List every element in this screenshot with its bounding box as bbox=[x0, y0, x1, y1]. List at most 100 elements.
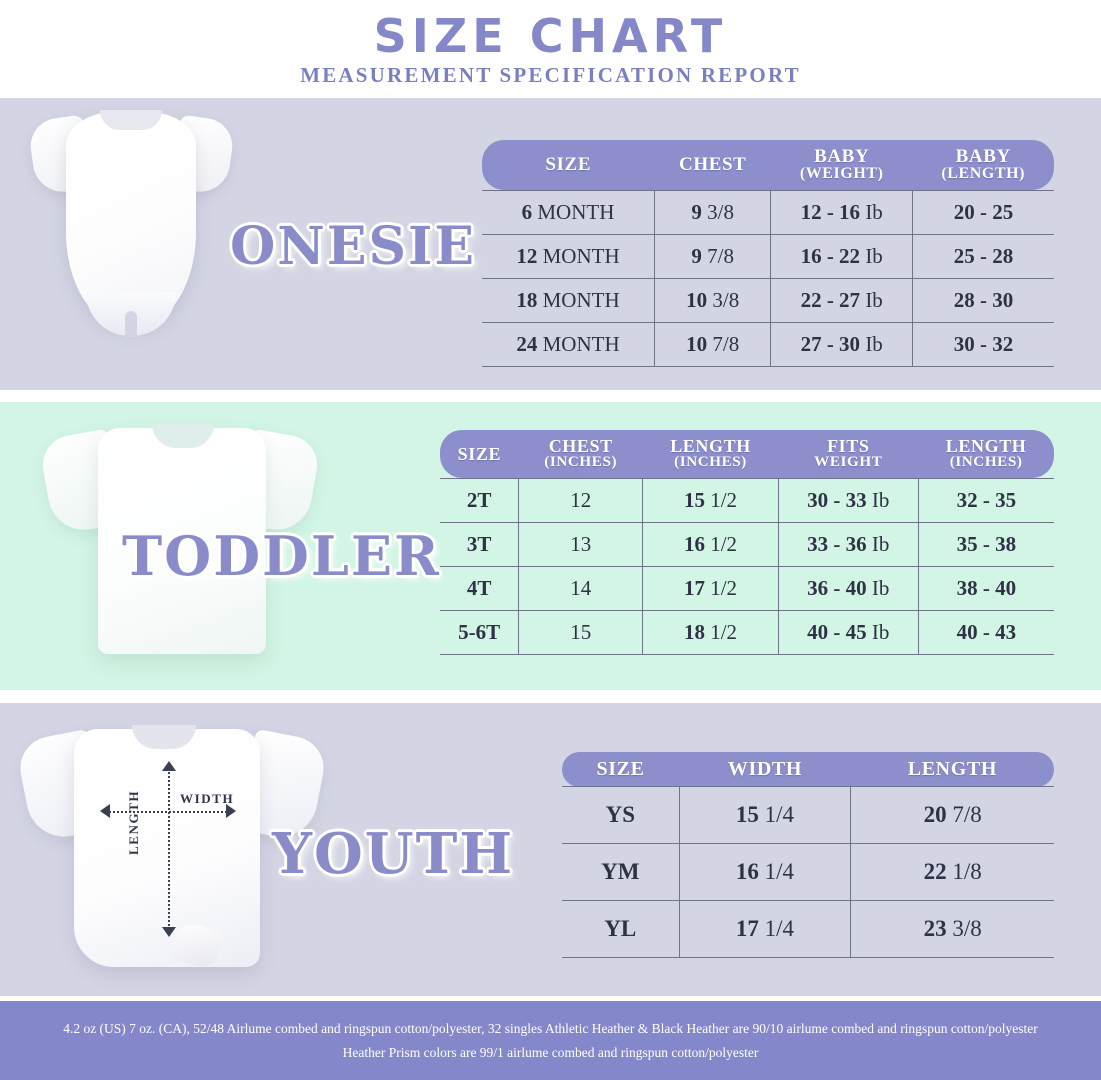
cell-onesie-2-2: 22 - 27 Ib bbox=[770, 277, 913, 323]
cell-unit: Ib bbox=[860, 331, 883, 356]
table-row: 2T 12 15 1/2 30 - 33 Ib 32 - 35 bbox=[440, 477, 1054, 523]
cell-value: 20 - 25 bbox=[953, 199, 1014, 224]
cell-onesie-2-3: 28 - 30 bbox=[912, 277, 1054, 323]
cell-unit: 3/8 bbox=[707, 287, 740, 312]
cell-value: 3T bbox=[466, 531, 492, 556]
measure-label-width: WIDTH bbox=[180, 791, 235, 806]
table-row: 12 MONTH 9 7/8 16 - 22 Ib 25 - 28 bbox=[482, 233, 1054, 279]
cell-value: 32 - 35 bbox=[956, 487, 1017, 512]
table-toddler: SIZE CHEST (INCHES) LENGTH (INCHES) FITS WEIGH… bbox=[440, 430, 1054, 655]
cell-toddler-3-4: 40 - 43 bbox=[918, 609, 1054, 655]
cell-unit: 1/2 bbox=[704, 531, 738, 556]
column-header-toddler-1: CHEST (INCHES) bbox=[518, 430, 643, 479]
baby-onesie-icon bbox=[24, 106, 239, 374]
cell-unit: 7/8 bbox=[946, 802, 982, 828]
youth-header-row: SIZE WIDTH LENGTH bbox=[562, 752, 1054, 787]
toddler-size-table: SIZE CHEST (INCHES) LENGTH (INCHES) FITS WEIGH… bbox=[440, 430, 1054, 655]
youth-tshirt-icon: WIDTH LENGTH bbox=[14, 707, 330, 993]
cell-unit: 1/4 bbox=[758, 802, 794, 828]
cell-unit: MONTH bbox=[537, 331, 620, 356]
arrow-up-icon bbox=[162, 761, 176, 771]
column-header-sub: (WEIGHT) bbox=[799, 165, 884, 183]
cell-toddler-1-3: 33 - 36 Ib bbox=[778, 521, 919, 567]
cell-youth-1-1: 16 1/4 bbox=[679, 843, 852, 901]
table-row: YM 16 1/4 22 1/8 bbox=[562, 843, 1054, 901]
cell-unit: 1/2 bbox=[704, 619, 738, 644]
cell-value: 40 - 45 bbox=[807, 619, 867, 644]
cell-toddler-0-1: 12 bbox=[518, 477, 644, 523]
footer-text: 4.2 oz (US) 7 oz. (CA), 52/48 Airlume co… bbox=[63, 1020, 1038, 1060]
cell-unit: 15 bbox=[570, 619, 592, 644]
toddler-body bbox=[98, 428, 266, 654]
cell-value: 12 - 16 bbox=[800, 199, 861, 224]
section-label-toddler: TODDLER bbox=[122, 524, 441, 588]
table-row: YS 15 1/4 20 7/8 bbox=[562, 786, 1054, 844]
cell-value: 23 bbox=[923, 916, 947, 942]
cell-value: 10 bbox=[686, 287, 708, 312]
column-header-youth-2: LENGTH bbox=[850, 752, 1054, 787]
cell-unit: 7/8 bbox=[707, 331, 740, 356]
toddler-table-head: SIZE CHEST (INCHES) LENGTH (INCHES) FITS WEIGH… bbox=[440, 430, 1054, 479]
cell-toddler-2-2: 17 1/2 bbox=[642, 565, 779, 611]
cell-youth-1-2: 22 1/8 bbox=[850, 843, 1054, 901]
cell-value: 17 bbox=[735, 916, 759, 942]
youth-size-table: SIZE WIDTH LENGTH YS 15 1/4 20 7/8 YM 16 1/4 22… bbox=[562, 752, 1054, 959]
cell-value: 15 bbox=[735, 802, 759, 828]
cell-unit: 1/8 bbox=[946, 859, 982, 885]
column-header-toddler-0: SIZE bbox=[440, 430, 519, 479]
column-header-sub: WEIGHT bbox=[814, 454, 883, 471]
toddler-header-row: SIZE CHEST (INCHES) LENGTH (INCHES) FITS WEIGH… bbox=[440, 430, 1054, 479]
cell-unit: 3/8 bbox=[946, 916, 982, 942]
cell-toddler-1-2: 16 1/2 bbox=[642, 521, 779, 567]
cell-value: 36 - 40 bbox=[807, 575, 867, 600]
cell-unit: 1/2 bbox=[704, 575, 738, 600]
cell-value: 12 bbox=[516, 243, 538, 268]
onesie-leg-gap bbox=[125, 311, 137, 337]
measure-label-length: LENGTH bbox=[126, 789, 141, 855]
cell-value: 30 - 33 bbox=[807, 487, 867, 512]
cell-unit: MONTH bbox=[537, 287, 620, 312]
cell-toddler-3-2: 18 1/2 bbox=[642, 609, 779, 655]
cell-unit: Ib bbox=[860, 287, 883, 312]
cell-value: 17 bbox=[683, 575, 705, 600]
column-header-sub: (INCHES) bbox=[544, 454, 618, 471]
cell-value: 16 - 22 bbox=[800, 243, 861, 268]
cell-unit: Ib bbox=[866, 575, 890, 600]
cell-value: 22 - 27 bbox=[800, 287, 861, 312]
cell-value: 9 bbox=[691, 199, 702, 224]
toddler-tshirt-icon bbox=[38, 410, 322, 678]
cell-toddler-1-4: 35 - 38 bbox=[918, 521, 1054, 567]
toddler-table-body: 2T 12 15 1/2 30 - 33 Ib 32 - 35 3T 13 16 1/2 33 … bbox=[440, 477, 1054, 655]
cell-value: 10 bbox=[686, 331, 708, 356]
cell-unit: 1/2 bbox=[704, 487, 738, 512]
cell-value: YM bbox=[601, 859, 640, 885]
cell-value: 15 bbox=[683, 487, 705, 512]
youth-table-body: YS 15 1/4 20 7/8 YM 16 1/4 22 1/8 YL 17 1/4 23 3… bbox=[562, 786, 1054, 959]
cell-onesie-1-3: 25 - 28 bbox=[912, 233, 1054, 279]
table-row: 6 MONTH 9 3/8 12 - 16 Ib 20 - 25 bbox=[482, 189, 1054, 235]
cell-unit: 1/4 bbox=[758, 859, 794, 885]
arrow-left-icon bbox=[100, 804, 110, 818]
column-header-youth-1: WIDTH bbox=[679, 752, 851, 787]
column-header-onesie-0: SIZE bbox=[482, 140, 655, 191]
cell-onesie-2-0: 18 MONTH bbox=[482, 277, 655, 323]
onesie-size-table: SIZE CHEST BABY (WEIGHT) BABY (LENGTH) 6 MONT… bbox=[482, 140, 1054, 367]
cell-toddler-2-3: 36 - 40 Ib bbox=[778, 565, 919, 611]
cell-toddler-2-0: 4T bbox=[440, 565, 520, 611]
column-header-toddler-2: LENGTH (INCHES) bbox=[642, 430, 779, 479]
cell-onesie-0-1: 9 3/8 bbox=[654, 189, 772, 235]
cell-toddler-1-1: 13 bbox=[518, 521, 644, 567]
cell-value: YS bbox=[605, 802, 635, 828]
table-row: YL 17 1/4 23 3/8 bbox=[562, 900, 1054, 959]
column-header-youth-0: SIZE bbox=[562, 752, 680, 787]
section-label-onesie: ONESIE bbox=[230, 216, 476, 277]
cell-value: 30 - 32 bbox=[953, 331, 1014, 356]
table-youth: SIZE WIDTH LENGTH YS 15 1/4 20 7/8 YM 16 1/4 22… bbox=[562, 752, 1054, 959]
table-row: 5-6T 15 18 1/2 40 - 45 Ib 40 - 43 bbox=[440, 609, 1054, 655]
cell-toddler-3-3: 40 - 45 Ib bbox=[778, 609, 919, 655]
cell-toddler-3-1: 15 bbox=[518, 609, 644, 655]
cell-unit: MONTH bbox=[532, 199, 615, 224]
cell-value: 5-6T bbox=[458, 619, 501, 644]
cell-unit: Ib bbox=[866, 487, 890, 512]
cell-youth-2-1: 17 1/4 bbox=[679, 900, 852, 959]
